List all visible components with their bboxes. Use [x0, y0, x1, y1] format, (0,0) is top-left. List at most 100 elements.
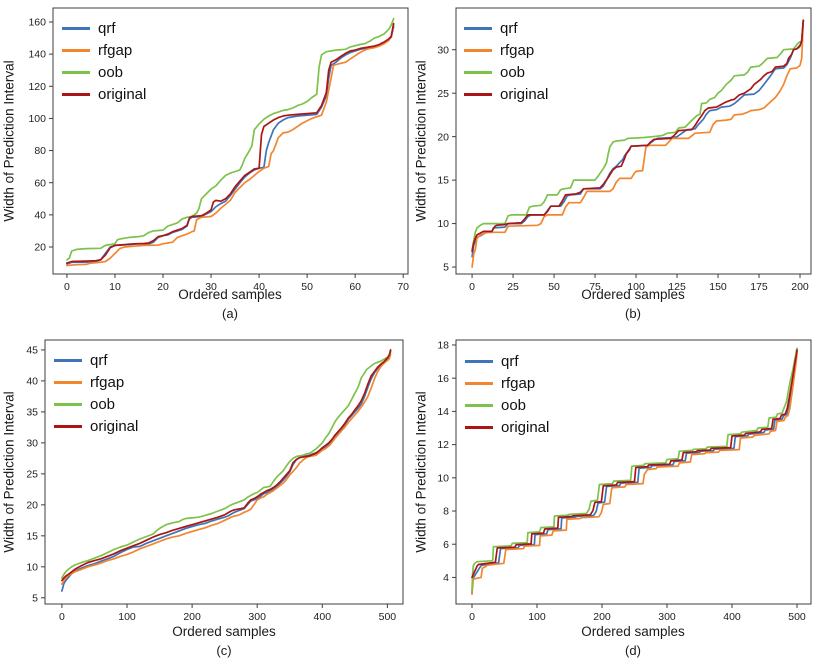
- y-tick-label: 25: [26, 468, 38, 480]
- x-tick-label: 100: [118, 611, 136, 623]
- legend-item-qrf: qrf: [62, 17, 146, 39]
- legend-label: qrf: [98, 19, 116, 37]
- legend-line-swatch: [62, 48, 90, 52]
- x-tick-label: 100: [528, 611, 546, 623]
- series-line-rfgap: [471, 19, 805, 268]
- x-tick-label: 50: [301, 281, 313, 293]
- chart-panel-d: 0 100 200 300 400 500 4 6 8 10 12 14 16 18 Width of P…: [412, 331, 823, 662]
- legend-line-swatch: [54, 424, 82, 428]
- y-tick-label: 4: [443, 572, 449, 584]
- subplot-caption: (d): [625, 643, 641, 658]
- legend-label: qrf: [90, 351, 108, 369]
- subplot-caption: (c): [216, 643, 232, 658]
- series-line-original: [471, 19, 805, 253]
- legend-line-swatch: [464, 92, 492, 96]
- series-line-rfgap: [471, 350, 798, 595]
- plot-spines: [455, 339, 812, 605]
- x-tick-label: 25: [507, 281, 519, 293]
- y-axis-label: Width of Prediction Interval: [1, 60, 17, 222]
- chart-panel-b: 0 25 50 75 100 125 150 175 200 5 10 15 20 25 30 Width …: [412, 0, 823, 331]
- legend-item-oob: oob: [464, 61, 548, 83]
- x-tick-label: 500: [379, 611, 397, 623]
- y-tick-label: 140: [28, 49, 46, 61]
- legend-line-swatch: [62, 26, 90, 30]
- legend-item-rfgap: rfgap: [465, 372, 549, 394]
- legend-line-swatch: [464, 48, 492, 52]
- x-tick-label: 200: [183, 611, 201, 623]
- legend: qrf rfgap oob original: [54, 349, 138, 437]
- legend-line-swatch: [465, 425, 493, 429]
- y-tick-label: 100: [28, 113, 46, 125]
- y-tick-label: 40: [26, 376, 38, 388]
- legend-label: oob: [98, 63, 124, 81]
- legend-item-oob: oob: [62, 61, 146, 83]
- x-tick-label: 150: [709, 281, 727, 293]
- y-tick-label: 160: [28, 17, 46, 29]
- x-tick-label: 175: [750, 281, 768, 293]
- x-tick-label: 300: [658, 611, 676, 623]
- x-tick-label: 0: [59, 611, 65, 623]
- y-tick-label: 12: [437, 439, 449, 451]
- legend-line-swatch: [464, 70, 492, 74]
- legend-label: rfgap: [90, 373, 125, 391]
- y-tick-label: 6: [443, 539, 449, 551]
- legend-item-original: original: [62, 83, 146, 105]
- x-tick-label: 30: [205, 281, 217, 293]
- legend: qrf rfgap oob original: [464, 17, 548, 105]
- y-tick-label: 30: [26, 437, 38, 449]
- y-tick-label: 5: [443, 262, 449, 274]
- series-line-qrf: [66, 25, 395, 265]
- legend-item-qrf: qrf: [464, 17, 548, 39]
- series-line-oob: [471, 347, 798, 592]
- legend-item-original: original: [464, 83, 548, 105]
- legend-line-swatch: [54, 380, 82, 384]
- chart-panel-c: 0 100 200 300 400 500 5 10 15 20 25 30 35 40 45 Width …: [0, 331, 411, 662]
- y-tick-label: 15: [26, 530, 38, 542]
- legend-item-rfgap: rfgap: [62, 39, 146, 61]
- legend-label: qrf: [501, 352, 519, 370]
- series-line-rfgap: [66, 23, 395, 267]
- y-axis-label: Width of Prediction Interval: [413, 391, 429, 553]
- x-tick-label: 125: [668, 281, 686, 293]
- subplot-caption: (b): [625, 306, 641, 321]
- legend: qrf rfgap oob original: [62, 17, 146, 105]
- legend-item-original: original: [465, 416, 549, 438]
- x-tick-label: 10: [109, 281, 121, 293]
- legend-label: rfgap: [501, 374, 536, 392]
- legend: qrf rfgap oob original: [465, 350, 549, 438]
- y-tick-label: 20: [437, 131, 449, 143]
- plot-spines: [52, 7, 409, 275]
- y-tick-label: 16: [437, 373, 449, 385]
- legend-label: rfgap: [98, 41, 133, 59]
- y-tick-label: 8: [443, 506, 449, 518]
- y-tick-label: 80: [34, 145, 46, 157]
- plot-area-c: 0 100 200 300 400 500 5 10 15 20 25 30 35 40 45: [26, 339, 404, 623]
- subplot-caption: (a): [222, 306, 238, 321]
- y-tick-label: 15: [437, 175, 449, 187]
- y-tick-label: 60: [34, 177, 46, 189]
- legend-line-swatch: [54, 358, 82, 362]
- x-tick-label: 100: [627, 281, 645, 293]
- x-tick-label: 50: [548, 281, 560, 293]
- y-tick-label: 20: [26, 499, 38, 511]
- legend-label: original: [90, 417, 139, 435]
- y-tick-label: 40: [34, 209, 46, 221]
- x-tick-label: 0: [64, 281, 70, 293]
- y-tick-label: 14: [437, 406, 449, 418]
- legend-label: rfgap: [500, 41, 535, 59]
- legend-item-oob: oob: [54, 393, 138, 415]
- series-line-rfgap: [61, 353, 392, 586]
- plot-area-b: 0 25 50 75 100 125 150 175 200 5 10 15 20 25 30: [437, 7, 812, 293]
- y-tick-label: 120: [28, 81, 46, 93]
- x-axis-label: Ordered samples: [172, 624, 276, 639]
- plot-spines: [44, 339, 404, 605]
- legend-line-swatch: [62, 70, 90, 74]
- y-tick-label: 30: [437, 44, 449, 56]
- x-tick-label: 200: [593, 611, 611, 623]
- y-tick-label: 10: [437, 218, 449, 230]
- y-tick-label: 18: [437, 340, 449, 352]
- legend-line-swatch: [54, 402, 82, 406]
- plot-spines: [455, 7, 812, 275]
- legend-label: oob: [501, 396, 527, 414]
